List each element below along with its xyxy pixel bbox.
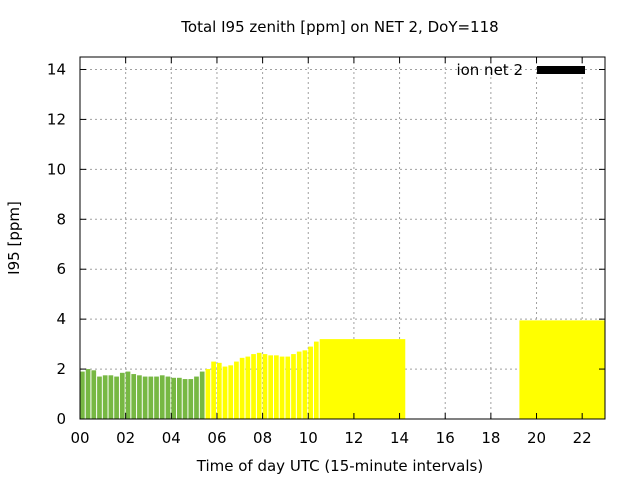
bar-18 xyxy=(182,379,188,419)
bar-36 xyxy=(285,356,291,419)
bar-42 xyxy=(319,339,406,419)
x-tick-label-04: 04 xyxy=(162,429,181,447)
y-tick-label-12: 12 xyxy=(47,110,66,128)
legend-label: ion net 2 xyxy=(456,61,523,79)
y-tick-label-8: 8 xyxy=(56,210,66,228)
legend-swatch xyxy=(537,66,585,74)
bar-39 xyxy=(302,350,308,419)
bar-7 xyxy=(119,372,125,419)
bar-33 xyxy=(268,355,274,419)
bar-37 xyxy=(291,354,296,419)
x-tick-label-18: 18 xyxy=(481,429,500,447)
axis-ticks xyxy=(79,57,605,420)
y-tick-label-0: 0 xyxy=(56,410,66,428)
bar-32 xyxy=(262,354,268,419)
bar-43 xyxy=(519,320,605,419)
y-tick-label-10: 10 xyxy=(47,160,66,178)
bar-1 xyxy=(85,369,91,419)
bar-14 xyxy=(159,375,165,419)
x-tick-label-12: 12 xyxy=(344,429,363,447)
bar-8 xyxy=(125,371,131,419)
bar-3 xyxy=(97,376,102,419)
bar-13 xyxy=(154,376,159,419)
bar-19 xyxy=(188,379,194,419)
chart-title: Total I95 zenith [ppm] on NET 2, DoY=118 xyxy=(180,18,498,36)
y-tick-label-14: 14 xyxy=(47,60,66,78)
legend: ion net 2 xyxy=(456,61,585,79)
bar-21 xyxy=(199,371,205,419)
bar-0 xyxy=(80,371,85,419)
bar-38 xyxy=(296,351,302,419)
bar-35 xyxy=(279,356,285,419)
bar-40 xyxy=(308,346,313,419)
plot-area-frame xyxy=(79,56,606,420)
bar-23 xyxy=(211,361,216,419)
y-tick-labels: 0 2 4 6 8 10 12 14 xyxy=(47,60,66,428)
bar-2 xyxy=(91,370,97,419)
y-axis-label: I95 [ppm] xyxy=(5,201,23,275)
bar-24 xyxy=(216,362,222,419)
bar-11 xyxy=(142,376,148,419)
bar-25 xyxy=(222,366,228,419)
x-tick-label-20: 20 xyxy=(527,429,546,447)
bar-31 xyxy=(256,352,262,419)
bar-9 xyxy=(131,374,137,419)
x-axis-label: Time of day UTC (15-minute intervals) xyxy=(196,457,483,475)
x-tick-label-02: 02 xyxy=(116,429,135,447)
x-tick-label-08: 08 xyxy=(253,429,272,447)
bar-17 xyxy=(177,377,182,419)
bar-34 xyxy=(274,355,279,419)
bar-27 xyxy=(234,361,239,419)
bar-28 xyxy=(239,357,245,419)
y-tick-label-6: 6 xyxy=(56,260,66,278)
x-tick-label-00: 00 xyxy=(70,429,89,447)
bar-10 xyxy=(137,375,142,419)
y-tick-label-4: 4 xyxy=(56,310,66,328)
y-tick-label-2: 2 xyxy=(56,360,66,378)
bar-4 xyxy=(102,375,108,419)
bar-29 xyxy=(245,356,251,419)
x-tick-labels: 00 02 04 06 08 10 12 14 16 18 20 22 xyxy=(70,429,591,447)
bar-26 xyxy=(228,365,234,419)
bar-22 xyxy=(205,369,211,419)
x-tick-label-06: 06 xyxy=(207,429,226,447)
x-tick-label-16: 16 xyxy=(436,429,455,447)
bar-5 xyxy=(108,375,114,419)
bar-15 xyxy=(165,376,171,419)
bar-30 xyxy=(251,354,256,419)
bar-6 xyxy=(114,376,119,419)
bar-20 xyxy=(194,376,199,419)
x-tick-label-22: 22 xyxy=(573,429,592,447)
bar-series xyxy=(80,306,606,419)
bar-41 xyxy=(313,341,319,419)
x-tick-label-10: 10 xyxy=(299,429,318,447)
bar-16 xyxy=(171,377,177,419)
bar-12 xyxy=(148,376,154,419)
x-tick-label-14: 14 xyxy=(390,429,409,447)
